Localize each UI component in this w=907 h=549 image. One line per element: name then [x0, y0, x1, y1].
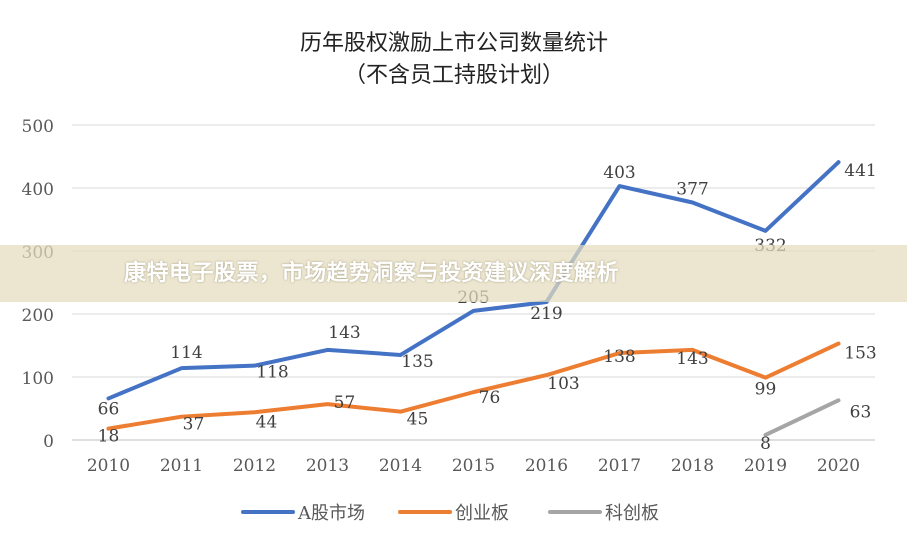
series-lines: [106, 160, 841, 437]
x-tick-label: 2020: [817, 456, 860, 476]
data-label: 8: [760, 434, 771, 454]
x-axis-ticks: 2010 2011 2012 2013 2014 2015 2016 2017 2018 2019…: [87, 456, 860, 476]
y-tick-label: 200: [22, 306, 54, 326]
data-label: 45: [407, 410, 429, 430]
y-tick-label: 400: [22, 180, 54, 200]
banner-text: 康特电子股票，市场趋势洞察与投资建议深度解析: [124, 261, 620, 286]
legend-label: 科创板: [605, 503, 659, 524]
x-tick-label: 2013: [306, 456, 349, 476]
x-tick-label: 2019: [744, 456, 787, 476]
data-label: 63: [850, 402, 872, 422]
data-label: 138: [603, 347, 635, 367]
x-tick-label: 2012: [233, 456, 276, 476]
data-label: 143: [328, 323, 360, 343]
series-line: [106, 160, 841, 401]
data-label: 403: [603, 163, 635, 183]
data-label: 153: [844, 344, 876, 364]
data-label: 66: [98, 399, 120, 419]
chart-title: 历年股权激励上市公司数量统计: [300, 31, 608, 56]
data-label: 377: [676, 179, 708, 199]
chart-subtitle: （不含员工持股计划）: [344, 63, 564, 88]
x-tick-label: 2015: [452, 456, 495, 476]
data-label: 18: [98, 427, 120, 447]
y-tick-label: 0: [43, 432, 54, 452]
y-tick-label: 100: [22, 369, 54, 389]
data-label: 44: [256, 412, 278, 432]
x-tick-label: 2010: [87, 456, 130, 476]
series-line: [763, 398, 841, 437]
data-label: 37: [183, 415, 205, 435]
series-line: [106, 341, 841, 431]
data-label: 114: [170, 343, 202, 363]
data-label: 103: [547, 374, 579, 394]
x-tick-label: 2014: [379, 456, 422, 476]
data-label: 441: [844, 161, 876, 181]
legend-label: A股市场: [297, 503, 365, 524]
x-tick-label: 2017: [598, 456, 641, 476]
x-tick-label: 2011: [160, 456, 203, 476]
x-tick-label: 2016: [525, 456, 568, 476]
y-tick-label: 500: [22, 117, 54, 137]
data-label: 99: [755, 380, 777, 400]
data-label: 118: [256, 363, 288, 383]
x-tick-label: 2018: [671, 456, 714, 476]
overlay-banner: 康特电子股票，市场趋势洞察与投资建议深度解析: [0, 245, 907, 302]
data-label: 76: [479, 388, 501, 408]
legend-label: 创业板: [455, 503, 509, 524]
data-label: 143: [676, 349, 708, 369]
data-label: 135: [401, 352, 433, 372]
data-label: 219: [530, 304, 562, 324]
data-label: 57: [334, 393, 356, 413]
legend: A股市场 创业板 科创板: [241, 503, 659, 524]
